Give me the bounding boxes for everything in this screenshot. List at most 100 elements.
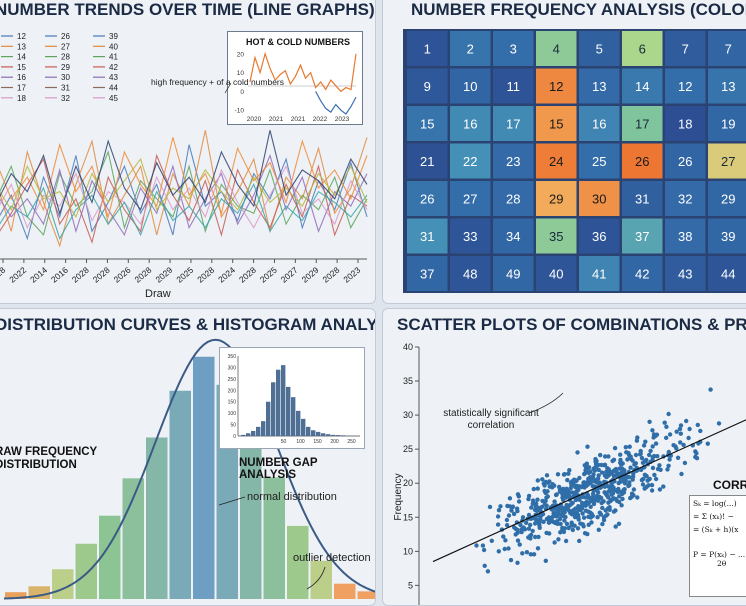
scatter-point	[564, 539, 568, 543]
heatmap-cell-label: 49	[506, 267, 520, 282]
x-tick-label: 2024	[216, 265, 237, 285]
scatter-point	[576, 526, 580, 530]
scatter-point	[650, 488, 654, 492]
scatter-point	[508, 496, 512, 500]
scatter-point	[658, 487, 662, 491]
scatter-point	[687, 427, 691, 431]
scatter-point	[538, 517, 542, 521]
scatter-point	[698, 429, 702, 433]
heatmap-cell-label: 4	[553, 42, 560, 57]
heatmap-cell-label: 38	[678, 229, 692, 244]
gap-bar	[296, 411, 300, 436]
scatter-point	[536, 478, 540, 482]
scatter-point	[586, 493, 590, 497]
scatter-point	[520, 551, 524, 555]
scatter-point	[626, 484, 630, 488]
scatter-point	[522, 525, 526, 529]
gap-bar	[281, 365, 285, 436]
heatmap-cell-label: 13	[721, 79, 735, 94]
scatter-point	[527, 527, 531, 531]
scatter-point	[515, 509, 519, 513]
scatter-point	[547, 521, 551, 525]
scatter-point	[544, 496, 548, 500]
scatter-point	[544, 531, 548, 535]
scatter-point	[515, 561, 519, 565]
hc-x-tick: 2023	[335, 116, 350, 123]
scatter-point	[501, 534, 505, 538]
scatter-point	[548, 484, 552, 488]
scatter-point	[603, 485, 607, 489]
scatter-point	[575, 450, 579, 454]
legend-label: 31	[61, 84, 70, 93]
scatter-point	[609, 482, 613, 486]
scatter-point	[641, 482, 645, 486]
scatter-y-tick: 25	[403, 444, 413, 454]
scatter-point	[482, 548, 486, 552]
scatter-point	[647, 453, 651, 457]
scatter-point	[651, 455, 655, 459]
gap-bar	[276, 370, 280, 436]
gap-y-tick: 150	[228, 400, 237, 406]
x-tick-label: 2026	[112, 265, 133, 285]
scatter-annotation-2: correlation	[468, 420, 515, 431]
raw-frequency-label-1: RAW FREQUENCY	[0, 446, 98, 458]
legend-label: 17	[17, 84, 26, 93]
normal-distribution-label: normal distribution	[247, 491, 337, 503]
scatter-point	[651, 466, 655, 470]
heatmap-cell-label: 21	[420, 154, 434, 169]
scatter-y-tick: 40	[403, 342, 413, 352]
legend-label: 32	[61, 94, 70, 103]
heatmap-cell-label: 25	[592, 154, 606, 169]
gap-bar	[306, 427, 310, 436]
heatmap-cell-label: 29	[549, 192, 563, 207]
heatmap-cell-label: 39	[721, 229, 735, 244]
scatter-point	[666, 412, 670, 416]
heatmap-cell-label: 34	[506, 229, 520, 244]
scatter-point	[552, 484, 556, 488]
heatmap-cell-label: 43	[678, 267, 692, 282]
scatter-point	[596, 476, 600, 480]
heatmap-cell-label: 41	[592, 267, 606, 282]
scatter-point	[657, 463, 661, 467]
scatter-point	[668, 432, 672, 436]
scatter-point	[585, 462, 589, 466]
scatter-point	[507, 513, 511, 517]
scatter-point	[605, 466, 609, 470]
x-tick-label: 2025	[258, 265, 279, 285]
scatter-point	[642, 443, 646, 447]
scatter-point	[565, 478, 569, 482]
heatmap-cell-label: 15	[420, 117, 434, 132]
legend-label: 16	[17, 73, 26, 82]
scatter-point	[556, 510, 560, 514]
scatter-point	[598, 511, 602, 515]
gap-bar	[336, 435, 340, 436]
scatter-point	[646, 483, 650, 487]
scatter-point	[587, 523, 591, 527]
scatter-point	[531, 529, 535, 533]
scatter-point	[567, 468, 571, 472]
distribution-bar	[170, 391, 192, 599]
formula-line-1: Sₖ = log(...)	[693, 499, 746, 508]
scatter-point	[576, 515, 580, 519]
heatmap-cell-label: 12	[678, 79, 692, 94]
scatter-y-tick: 5	[408, 580, 413, 590]
scatter-point	[627, 475, 631, 479]
scatter-point	[648, 449, 652, 453]
hot-cold-annotation-text: high frequency + of a cold numbers	[151, 77, 284, 87]
scatter-point	[496, 514, 500, 518]
scatter-point	[532, 552, 536, 556]
scatter-point	[583, 501, 587, 505]
heatmap-cell-label: 35	[549, 229, 563, 244]
scatter-point	[567, 526, 571, 530]
scatter-point	[503, 538, 507, 542]
scatter-point	[514, 527, 518, 531]
scatter-point	[497, 549, 501, 553]
scatter-point	[624, 445, 628, 449]
scatter-point	[556, 472, 560, 476]
gap-bar	[311, 430, 315, 436]
heatmap-cell-label: 32	[678, 192, 692, 207]
scatter-point	[595, 515, 599, 519]
scatter-point	[524, 521, 528, 525]
